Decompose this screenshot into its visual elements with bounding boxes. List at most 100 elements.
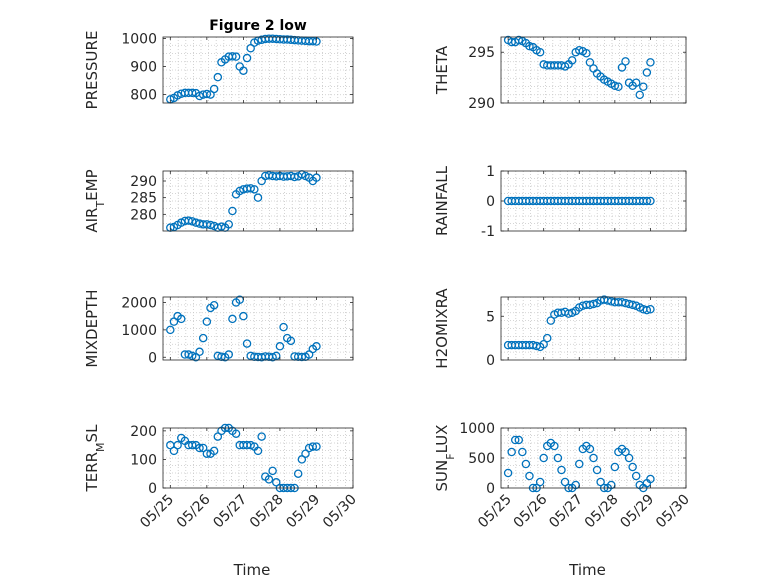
data-point-sun-flux: [585, 444, 595, 454]
y-axis-label: MIXDEPTH: [83, 289, 101, 367]
data-point-theta: [514, 35, 524, 45]
data-point-theta: [525, 41, 534, 51]
data-point-terr-msl: [202, 449, 212, 458]
data-point-air-temp: [187, 217, 197, 226]
data-point-sun-flux: [535, 477, 545, 487]
data-point-terr-msl: [253, 446, 263, 456]
chart-title: Figure 2 low: [209, 18, 307, 34]
data-point-theta: [617, 63, 627, 72]
data-point-sun-flux: [589, 453, 598, 463]
y-axis-label: PRESSURE: [83, 31, 101, 110]
y-tick-label: 1: [486, 164, 495, 180]
data-point-mixdepth: [279, 322, 288, 332]
x-axis-label: Time: [233, 561, 271, 579]
data-point-theta: [610, 81, 620, 90]
x-tick-label: 05/28: [582, 492, 622, 532]
data-point-sun-flux: [592, 465, 602, 475]
axes-box: [162, 170, 354, 232]
data-point-air-temp: [246, 184, 255, 193]
data-point-theta: [631, 78, 641, 87]
data-point-theta: [575, 45, 584, 55]
subplot-theta: 290 295 THETA: [433, 35, 687, 112]
data-point-pressure: [187, 88, 197, 98]
data-point-air-temp: [312, 173, 321, 182]
x-tick-label: 05/28: [247, 492, 287, 532]
axes-background: [163, 297, 353, 360]
axes-box: [162, 36, 354, 104]
y-tick-label: 295: [468, 45, 495, 61]
y-tick-label: 0: [148, 350, 157, 366]
data-point-terr-msl: [173, 440, 182, 450]
axes-box: [162, 296, 354, 361]
y-tick-label: 280: [130, 207, 157, 223]
subplot-pressure: 800 900 1000 PRESSURE Figure 2 low: [83, 18, 354, 110]
y-tick-label: 285: [130, 191, 157, 207]
x-tick-label: 05/30: [653, 492, 693, 532]
data-point-theta: [585, 58, 595, 67]
y-tick-label: 290: [468, 96, 495, 112]
subplot-h2omixra: 0 5 H2OMIXRA: [433, 288, 687, 369]
data-point-terr-msl: [268, 466, 277, 476]
data-point-terr-msl: [246, 440, 255, 450]
data-point-sun-flux: [596, 477, 605, 487]
x-tick-label: 05/25: [475, 492, 515, 532]
axes-box: [500, 36, 687, 104]
data-point-theta: [639, 82, 648, 92]
data-point-h2omixra: [539, 339, 548, 349]
x-tick-label: 05/26: [174, 491, 214, 531]
data-point-sun-flux: [575, 459, 584, 469]
x-tick-label: 05/25: [137, 492, 177, 532]
x-tick-label: 05/27: [210, 492, 250, 532]
data-point-mixdepth: [224, 350, 234, 359]
data-point-pressure: [231, 52, 241, 61]
data-point-theta: [582, 49, 591, 58]
data-point-sun-flux: [539, 453, 548, 463]
y-tick-label: 500: [468, 451, 495, 467]
data-point-air-temp: [206, 220, 215, 230]
data-point-mixdepth: [239, 311, 248, 321]
data-point-sun-flux: [518, 447, 527, 457]
y-tick-label: 2000: [121, 295, 157, 311]
x-axis-label: Time: [568, 561, 606, 579]
data-point-sun-flux: [553, 453, 563, 463]
data-point-mixdepth: [209, 300, 219, 310]
data-point-sun-flux: [525, 471, 534, 481]
data-point-h2omixra: [564, 309, 573, 318]
x-tick-label: 05/27: [546, 492, 586, 532]
x-tick-label: 05/29: [617, 492, 657, 532]
data-point-theta: [535, 47, 545, 57]
data-point-terr-msl: [293, 469, 303, 478]
data-point-pressure: [239, 66, 248, 75]
data-point-theta: [646, 58, 655, 67]
data-point-terr-msl: [308, 442, 318, 451]
y-tick-label: 800: [130, 88, 157, 104]
data-point-h2omixra: [628, 300, 637, 310]
data-point-pressure: [228, 52, 237, 61]
data-point-mixdepth: [184, 350, 193, 359]
data-point-pressure: [242, 53, 252, 63]
y-tick-label: 1000: [121, 323, 157, 339]
data-point-theta: [635, 90, 645, 100]
data-point-pressure: [209, 84, 219, 94]
subplot-mixdepth: 0 1000 2000 MIXDEPTH: [83, 289, 354, 368]
axes-box: [500, 296, 687, 361]
data-point-h2omixra: [589, 299, 598, 309]
data-point-terr-msl: [312, 442, 321, 451]
subplot-rainfall: -1 0 1 RAINFALL: [433, 164, 687, 240]
data-point-mixdepth: [297, 352, 307, 362]
y-axis-label: TERRMSL: [83, 424, 107, 493]
data-point-rainfall: [646, 196, 655, 206]
y-axis-label: RAINFALL: [433, 165, 451, 236]
data-point-theta: [642, 68, 652, 77]
y-tick-label: 0: [486, 353, 495, 369]
data-point-sun-flux: [557, 465, 566, 475]
data-point-mixdepth: [228, 314, 237, 324]
x-tick-label: 05/30: [320, 492, 360, 532]
data-point-mixdepth: [272, 351, 281, 361]
data-point-sun-flux: [621, 447, 630, 457]
data-point-h2omixra: [543, 333, 552, 343]
y-tick-label: 5: [486, 309, 495, 325]
data-point-mixdepth: [242, 339, 252, 348]
